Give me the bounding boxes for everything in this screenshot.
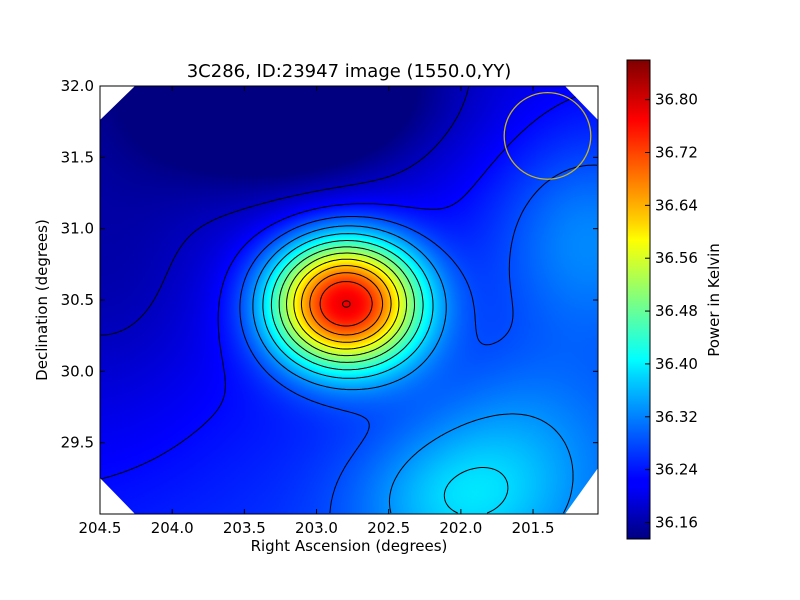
y-tick-label: 31.0 [61, 220, 94, 238]
colorbar-tick-label: 36.48 [655, 302, 698, 320]
contour-line [300, 265, 392, 343]
x-tick-label: 202.0 [439, 519, 482, 537]
x-axis-ticks: 204.5 204.0 203.5 203.0 202.5 202.0 201.5 [79, 86, 555, 537]
contour-lines [100, 86, 598, 514]
y-tick-label: 30.0 [61, 362, 94, 380]
x-tick-label: 204.5 [79, 519, 122, 537]
contour-line [278, 246, 415, 363]
contour-line [239, 164, 598, 514]
beam-circle [503, 91, 592, 180]
colorbar-label: Power in Kelvin [705, 243, 723, 357]
colorbar-tick-label: 36.64 [655, 196, 698, 214]
x-tick-label: 204.0 [151, 519, 194, 537]
contour-line [262, 233, 509, 514]
x-axis-label: Right Ascension (degrees) [251, 537, 448, 555]
contour-line [252, 225, 574, 514]
y-axis-label: Declination (degrees) [33, 219, 51, 381]
colorbar-tick-label: 36.24 [655, 461, 698, 479]
contour-line [319, 281, 373, 327]
y-tick-label: 29.5 [61, 434, 94, 452]
colorbar-tick-label: 36.80 [655, 91, 698, 109]
colorbar: 36.16 36.24 36.32 36.40 36.48 36.56 36.64 36.72… [626, 59, 723, 540]
y-tick-label: 32.0 [61, 77, 94, 95]
contour-line [270, 240, 424, 371]
colorbar-tick-label: 36.16 [655, 513, 698, 531]
plot-area [99, 85, 599, 515]
contour-line [293, 258, 400, 350]
contour-line [286, 252, 408, 357]
colorbar-tick-label: 36.72 [655, 143, 698, 161]
contour-line [101, 86, 470, 336]
chart-title: 3C286, ID:23947 image (1550.0,YY) [187, 61, 512, 82]
colorbar-gradient [626, 59, 651, 540]
colorbar-tick-label: 36.56 [655, 249, 698, 267]
contour-line [309, 272, 384, 336]
colorbar-tick-label: 36.32 [655, 408, 698, 426]
y-tick-label: 31.5 [61, 148, 94, 166]
x-tick-label: 203.5 [223, 519, 266, 537]
x-tick-label: 201.5 [512, 519, 555, 537]
colorbar-tick-label: 36.40 [655, 355, 698, 373]
y-axis-ticks: 29.5 30.0 30.5 31.0 31.5 32.0 [61, 77, 598, 452]
x-tick-label: 203.0 [295, 519, 338, 537]
x-tick-label: 202.5 [367, 519, 410, 537]
contour-line [341, 300, 351, 308]
colorbar-ticks: 36.16 36.24 36.32 36.40 36.48 36.56 36.64 36.72… [645, 91, 698, 531]
heatmap-image [100, 86, 598, 514]
y-tick-label: 30.5 [61, 291, 94, 309]
